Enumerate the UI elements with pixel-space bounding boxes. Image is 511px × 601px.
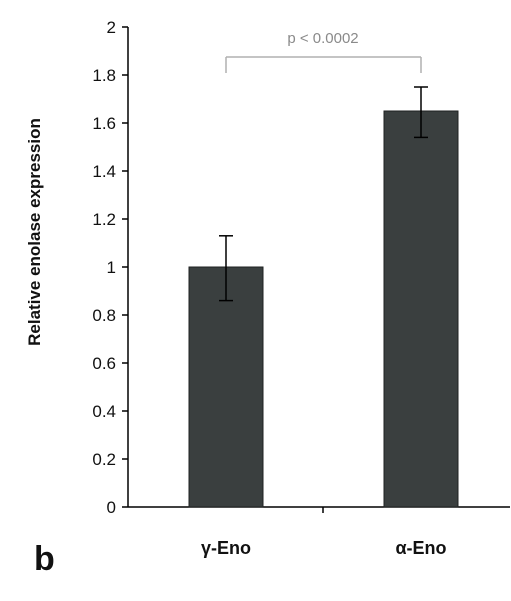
significance-bracket: [225, 56, 422, 73]
significance-annotation: p < 0.0002: [287, 30, 358, 47]
error-bars: [219, 86, 428, 302]
y-tick-label: 1: [107, 258, 116, 277]
bars: [188, 110, 459, 508]
y-tick-label: 1.6: [92, 114, 116, 133]
y-axis-label: Relative enolase expression: [25, 118, 44, 346]
x-tick-labels: γ-Eno α-Eno: [201, 507, 447, 558]
y-tick-label: 0.4: [92, 402, 116, 421]
y-tick-label: 0.2: [92, 450, 116, 469]
y-tick-label: 2: [107, 18, 116, 37]
bar-alpha-eno: [383, 110, 459, 508]
x-tick-label: γ-Eno: [201, 538, 251, 558]
y-tick-label: 0.6: [92, 354, 116, 373]
panel-label: b: [34, 540, 55, 578]
y-ticks: 0 0.2 0.4 0.6 0.8 1 1.2 1.4 1.6 1.8 2: [92, 18, 128, 517]
y-tick-label: 0: [107, 498, 116, 517]
x-tick-label: α-Eno: [395, 538, 446, 558]
y-tick-label: 1.8: [92, 66, 116, 85]
y-tick-label: 1.4: [92, 162, 116, 181]
y-tick-label: 0.8: [92, 306, 116, 325]
y-tick-label: 1.2: [92, 210, 116, 229]
bar-gamma-eno: [188, 266, 264, 508]
